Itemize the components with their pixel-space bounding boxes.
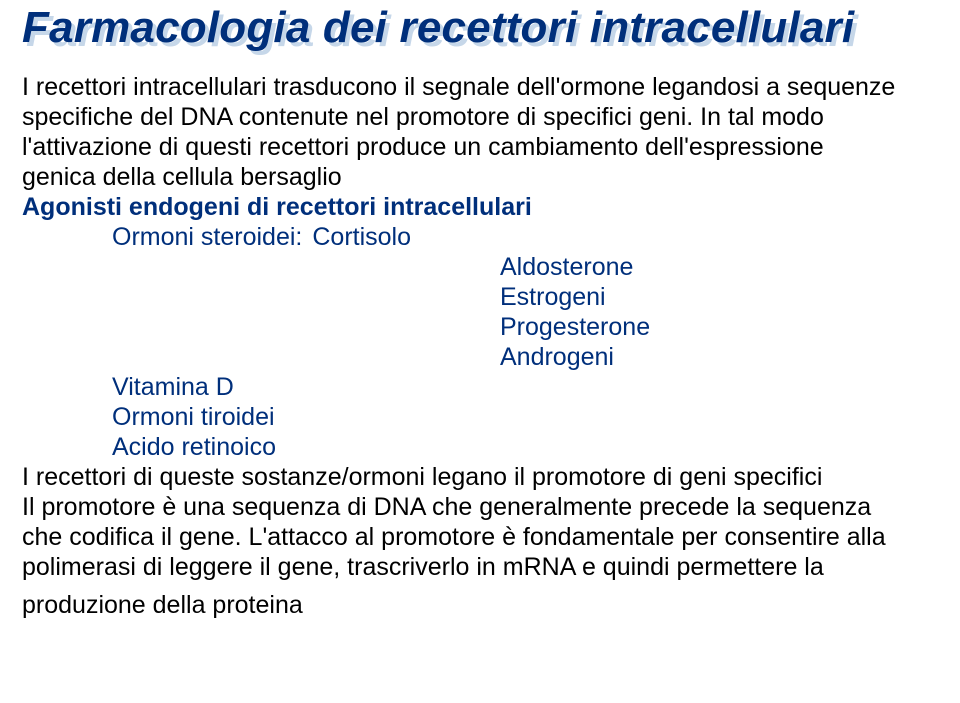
footer-line-3a: che codifica il gene. (22, 523, 242, 551)
steroid-cortisol: Cortisolo (312, 223, 411, 251)
footer-line-4: polimerasi di leggere il gene, trascrive… (22, 552, 938, 582)
steroid-aldosterone: Aldosterone (22, 252, 938, 282)
footer-line-2: Il promotore è una sequenza di DNA che g… (22, 492, 938, 522)
footer-line-3b: L'attacco al promotore è fondamentale pe… (249, 523, 886, 551)
footer-line-1: I recettori di queste sostanze/ormoni le… (22, 462, 938, 492)
intro-line-3: In tal modo (700, 103, 824, 131)
steroid-estrogeni: Estrogeni (22, 282, 938, 312)
slide-body: I recettori intracellulari trasducono il… (22, 72, 938, 620)
thyroid-hormones: Ormoni tiroidei (22, 402, 938, 432)
footer-line-5: produzione della proteina (22, 590, 938, 620)
intro-line-5: genica della cellula bersaglio (22, 162, 938, 192)
retinoic-acid: Acido retinoico (22, 432, 938, 462)
vitamin-d: Vitamina D (22, 372, 938, 402)
slide-title: Farmacologia dei recettori intracellular… (22, 3, 854, 53)
steroid-label: Ormoni steroidei: (112, 223, 302, 251)
intro-line-1: I recettori intracellulari trasducono il… (22, 72, 938, 102)
slide: Farmacologia dei recettori intracellular… (0, 0, 960, 703)
steroid-row: Ormoni steroidei: Cortisolo (22, 222, 938, 252)
steroid-androgeni: Androgeni (22, 342, 938, 372)
intro-line-4: l'attivazione di questi recettori produc… (22, 132, 938, 162)
intro-line-2: specifiche del DNA contenute nel promoto… (22, 103, 693, 131)
steroid-progesterone: Progesterone (22, 312, 938, 342)
subheading: Agonisti endogeni di recettori intracell… (22, 192, 938, 222)
